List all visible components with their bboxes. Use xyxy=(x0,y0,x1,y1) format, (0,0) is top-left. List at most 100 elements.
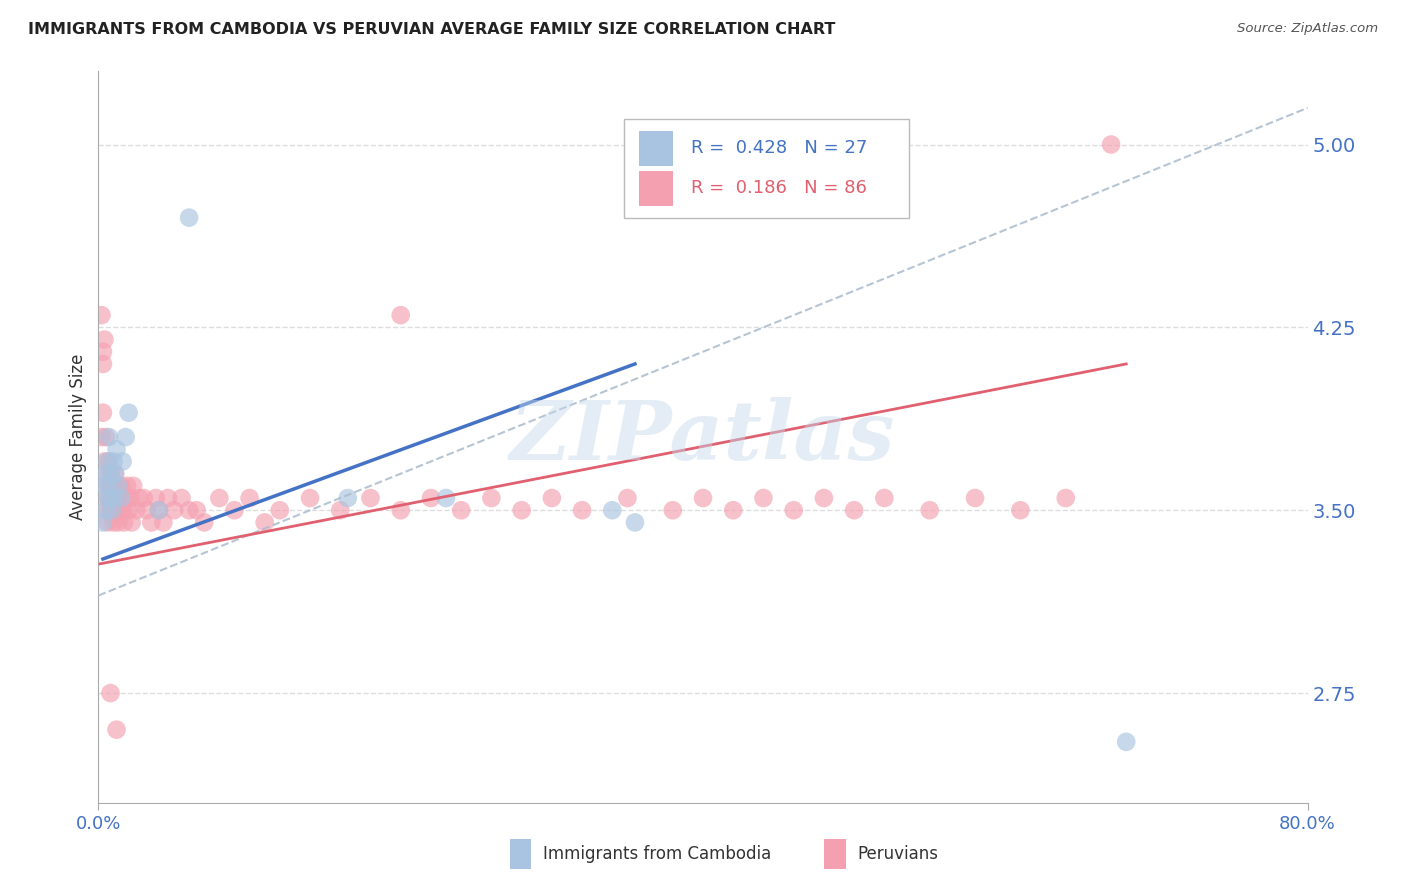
Text: IMMIGRANTS FROM CAMBODIA VS PERUVIAN AVERAGE FAMILY SIZE CORRELATION CHART: IMMIGRANTS FROM CAMBODIA VS PERUVIAN AVE… xyxy=(28,22,835,37)
Bar xyxy=(638,130,673,166)
Point xyxy=(103,491,125,505)
Point xyxy=(111,503,134,517)
Point xyxy=(450,503,472,517)
Point xyxy=(918,503,941,517)
Point xyxy=(329,503,352,517)
Point xyxy=(125,503,148,517)
Point xyxy=(602,503,624,517)
Point xyxy=(100,491,122,505)
Point xyxy=(269,503,291,517)
Y-axis label: Average Family Size: Average Family Size xyxy=(69,354,87,520)
Text: Immigrants from Cambodia: Immigrants from Cambodia xyxy=(543,845,772,863)
Point xyxy=(170,491,193,505)
Point xyxy=(540,491,562,505)
Text: ZIPatlas: ZIPatlas xyxy=(510,397,896,477)
Point xyxy=(110,491,132,505)
Point xyxy=(105,503,128,517)
Point xyxy=(179,503,201,517)
Point xyxy=(101,491,124,505)
Point xyxy=(94,467,117,481)
Point xyxy=(96,491,118,505)
Point xyxy=(98,491,121,505)
Point xyxy=(118,503,141,517)
Point xyxy=(360,491,382,505)
Point xyxy=(193,516,215,530)
Point xyxy=(110,479,132,493)
Point xyxy=(389,503,412,517)
Point xyxy=(94,503,117,517)
Point xyxy=(128,491,150,505)
Point xyxy=(135,503,157,517)
Point xyxy=(253,516,276,530)
Point xyxy=(96,491,118,505)
Text: R =  0.428   N = 27: R = 0.428 N = 27 xyxy=(690,139,868,157)
Point xyxy=(108,503,131,517)
Point xyxy=(1115,735,1137,749)
Point xyxy=(96,454,118,468)
Point xyxy=(156,491,179,505)
Point xyxy=(98,430,121,444)
Point xyxy=(616,491,638,505)
Point xyxy=(103,479,125,493)
Point xyxy=(434,491,457,505)
Point xyxy=(152,516,174,530)
Bar xyxy=(638,171,673,206)
Point xyxy=(661,503,683,517)
Point xyxy=(93,333,115,347)
Point xyxy=(90,308,112,322)
Point xyxy=(98,479,121,493)
Point xyxy=(965,491,987,505)
Point xyxy=(101,503,124,517)
Bar xyxy=(509,839,531,869)
Point xyxy=(145,491,167,505)
Point xyxy=(93,479,115,493)
Point xyxy=(224,503,246,517)
Point xyxy=(179,211,201,225)
Point xyxy=(91,357,114,371)
Point xyxy=(111,454,134,468)
Point xyxy=(107,491,129,505)
Point xyxy=(132,491,155,505)
Point xyxy=(148,503,170,517)
Point xyxy=(103,516,125,530)
Point xyxy=(104,491,127,505)
Point xyxy=(96,467,118,481)
Point xyxy=(114,491,136,505)
Point xyxy=(105,723,128,737)
Point xyxy=(105,479,128,493)
Point xyxy=(107,516,129,530)
Point xyxy=(91,344,114,359)
Point xyxy=(114,430,136,444)
Point xyxy=(873,491,896,505)
Point xyxy=(115,479,138,493)
Point xyxy=(624,516,647,530)
Text: Source: ZipAtlas.com: Source: ZipAtlas.com xyxy=(1237,22,1378,36)
Point xyxy=(692,491,714,505)
Point xyxy=(101,479,124,493)
Point xyxy=(100,467,122,481)
Point xyxy=(90,430,112,444)
Point xyxy=(481,491,503,505)
Point xyxy=(1054,491,1077,505)
Point xyxy=(844,503,866,517)
Point xyxy=(120,491,142,505)
Point xyxy=(148,503,170,517)
Point xyxy=(299,491,322,505)
Point xyxy=(122,479,145,493)
Point xyxy=(783,503,806,517)
Point xyxy=(104,467,127,481)
Point xyxy=(105,442,128,457)
Point xyxy=(100,467,122,481)
Point xyxy=(239,491,262,505)
Point xyxy=(389,308,412,322)
Point xyxy=(112,516,135,530)
Point xyxy=(93,454,115,468)
Point xyxy=(103,454,125,468)
Text: R =  0.186   N = 86: R = 0.186 N = 86 xyxy=(690,179,866,197)
Point xyxy=(121,516,143,530)
Point xyxy=(186,503,208,517)
Point xyxy=(103,503,125,517)
Point xyxy=(104,467,127,481)
Point xyxy=(100,479,122,493)
Point xyxy=(813,491,835,505)
